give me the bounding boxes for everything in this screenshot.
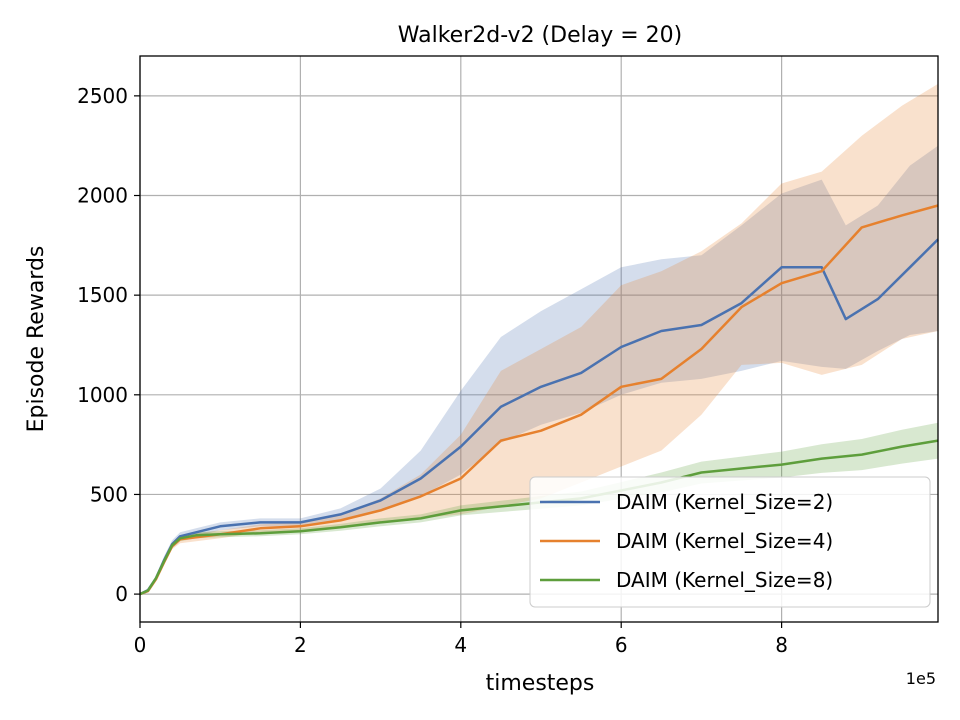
series-lines [139,204,939,596]
chart-title: Walker2d-v2 (Delay = 20) [398,23,682,48]
y-tick-label: 1000 [77,383,128,407]
y-axis-label: Episode Rewards [24,246,49,433]
x-tick-label: 0 [134,633,147,657]
plot-frame [139,55,939,623]
x-ticks: 0 2 4 6 8 [134,622,788,657]
x-tick-label: 4 [454,633,467,657]
series-line-3 [139,439,939,596]
legend-label-2: DAIM (Kernel_Size=4) [616,529,833,553]
x-tick-label: 8 [775,633,788,657]
legend-box [529,476,931,608]
x-tick-label: 6 [615,633,628,657]
y-tick-label: 2000 [77,184,128,208]
y-tick-label: 2500 [77,84,128,108]
y-tick-label: 1500 [77,283,128,307]
x-tick-label: 2 [294,633,307,657]
legend-label-3: DAIM (Kernel_Size=8) [616,568,833,592]
x-offset-label: 1e5 [906,669,936,688]
legend-label-1: DAIM (Kernel_Size=2) [616,490,833,514]
x-axis-label: timesteps [486,671,595,696]
y-ticks: 0 500 1000 1500 2000 2500 [77,84,140,606]
y-tick-label: 0 [115,582,128,606]
grid [139,56,938,622]
y-tick-label: 500 [90,482,128,506]
legend: DAIM (Kernel_Size=2) DAIM (Kernel_Size=4)… [529,476,931,608]
series-band-1 [140,145,938,595]
